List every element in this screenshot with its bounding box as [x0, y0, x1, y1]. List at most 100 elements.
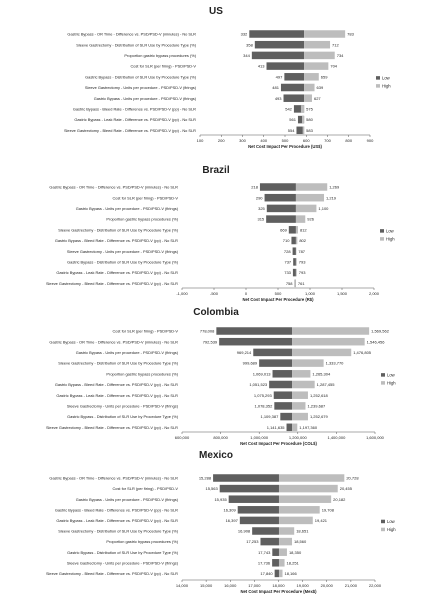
x-tick-label: 0 [245, 291, 248, 296]
data-label-high: 783 [347, 32, 354, 37]
bar-high [279, 548, 287, 556]
data-label-high: 1,569,562 [371, 329, 390, 334]
category-label: Gastric Bypass - OR Time - Difference vs… [49, 339, 178, 344]
data-label-high: 1,100 [318, 206, 329, 211]
legend-label-low: Low [387, 519, 396, 524]
category-label: Cost for SLR (per firing) - PSD/PSD-V [130, 64, 196, 69]
bar-high [292, 424, 297, 432]
category-label: Gastric Bypass - Leak Rate - Difference … [56, 518, 178, 523]
bar-high [279, 559, 285, 567]
data-label-high: 627 [314, 96, 321, 101]
category-label: Cost for SLR (per firing) - PSD/PSD-V [112, 486, 178, 491]
data-label-high: 18,560 [294, 539, 307, 544]
category-label: Sleeve Gastrectomy - Distribution of SLR… [76, 42, 196, 47]
data-label-low: 16,908 [238, 529, 251, 534]
data-label-high: 19,421 [315, 518, 328, 523]
bar-high [302, 116, 304, 124]
bar-high [304, 41, 330, 49]
category-label: Gastric Bypass - Distribution of SLR Use… [67, 550, 179, 555]
bar-high [304, 94, 312, 102]
data-label-high: 18,350 [289, 550, 302, 555]
x-tick-label: 21,000 [345, 583, 358, 588]
data-label-low: 792,539 [203, 339, 218, 344]
category-label: Proportion gastric bypass procedures (%) [106, 217, 178, 222]
bar-low [213, 474, 279, 482]
data-label-low: 17,736 [258, 560, 271, 565]
bar-high [296, 194, 324, 202]
category-label: Gastric Bypass - Distribution of SLR Use… [85, 74, 197, 79]
data-label-low: 290 [256, 195, 263, 200]
x-tick-label: 900 [367, 138, 374, 143]
data-label-low: 1,075,293 [254, 393, 273, 398]
data-label-high: 639 [317, 85, 324, 90]
bar-low [272, 559, 279, 567]
bar-low [273, 370, 292, 378]
data-label-high: 1,252,679 [310, 414, 329, 419]
category-label: Sleeve Gastrectomy - Distribution of SLR… [58, 529, 178, 534]
bar-high [292, 391, 308, 399]
bar-low [267, 62, 305, 70]
data-label-low: 1,109,387 [261, 414, 280, 419]
bar-low [238, 506, 279, 514]
category-label: Sleeve Gastrectomy - Bleed Rate - Differ… [46, 281, 178, 286]
x-tick-label: 300 [239, 138, 246, 143]
data-label-high: 580 [306, 117, 313, 122]
bar-low [260, 183, 296, 191]
legend-swatch-low [376, 76, 380, 80]
category-label: Sleeve Gastrectomy - Units per procedure… [67, 249, 179, 254]
category-label: Proportion gastric bypass procedures (%) [124, 53, 196, 58]
bar-low [274, 402, 292, 410]
bar-high [279, 517, 313, 525]
bar-high [292, 381, 315, 389]
legend-label-high: High [387, 380, 396, 385]
category-label: Sleeve Gastrectomy - Bleed Rate - Differ… [46, 425, 178, 430]
data-label-high: 659 [321, 74, 328, 79]
x-tick-label: 1,600,000 [366, 435, 385, 440]
bar-low [280, 413, 292, 421]
category-label: Sleeve Gastrectomy - Units per procedure… [67, 560, 179, 565]
category-label: Gastric Bypass - Bleed Rate - Difference… [55, 382, 178, 387]
x-axis-label: Net Cost Impact Per Procedure (US$) [248, 144, 322, 149]
data-label-low: 758 [286, 281, 293, 286]
legend-label-high: High [387, 527, 396, 532]
bar-high [279, 506, 320, 514]
data-label-low: 733 [284, 270, 291, 275]
data-label-low: 969,214 [237, 350, 252, 355]
data-label-high: 1,252,618 [310, 393, 329, 398]
data-label-low: 497 [276, 74, 283, 79]
bar-high [296, 237, 297, 245]
category-label: Gastric Bypass - Units per procedure - P… [94, 96, 197, 101]
data-label-low: 315 [257, 217, 264, 222]
data-label-low: 358 [246, 42, 253, 47]
bar-low [219, 338, 292, 346]
data-label-high: 19,708 [322, 507, 335, 512]
legend-swatch-high [376, 84, 380, 88]
bar-low [255, 41, 304, 49]
data-label-low: 413 [258, 64, 265, 69]
data-label-low: 554 [288, 128, 295, 133]
x-tick-label: 500 [282, 138, 289, 143]
data-label-low: 15,935 [214, 497, 227, 502]
category-label: Gastric Bypass - OR Time - Difference vs… [67, 32, 196, 37]
bar-high [304, 62, 328, 70]
data-label-low: 16,309 [223, 507, 236, 512]
bar-low [260, 538, 279, 546]
bar-high [296, 258, 297, 266]
data-label-high: 583 [306, 128, 313, 133]
x-tick-label: 1,000,000 [250, 435, 269, 440]
category-label: Sleeve Gastrectomy - Distribution of SLR… [58, 361, 178, 366]
bar-low [240, 517, 279, 525]
bar-low [284, 73, 304, 81]
data-label-low: 325 [258, 206, 265, 211]
bar-high [292, 370, 310, 378]
legend-label-high: High [382, 83, 391, 88]
category-label: Gastric Bypass - Leak Rate - Difference … [56, 270, 178, 275]
data-label-high: 793 [299, 270, 306, 275]
category-label: Gastric Bypass - Leak Rate - Difference … [56, 393, 178, 398]
x-tick-label: 200 [218, 138, 225, 143]
bar-low [252, 527, 279, 535]
chart-title: Mexico [199, 450, 233, 461]
data-label-high: 20,182 [333, 497, 346, 502]
category-label: Proportion gastric bypass procedures (%) [106, 371, 178, 376]
